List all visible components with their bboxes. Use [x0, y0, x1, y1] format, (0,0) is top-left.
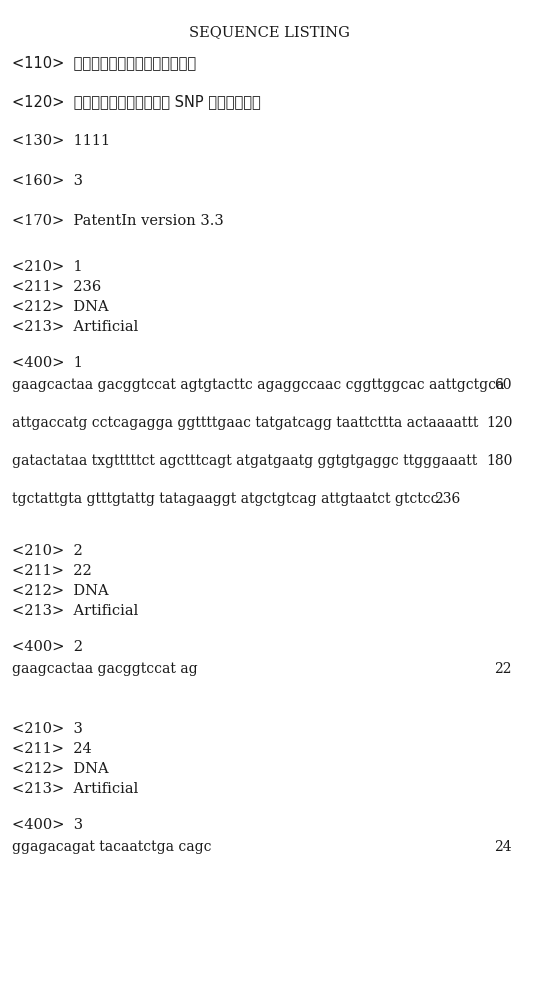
Text: 24: 24	[494, 840, 512, 854]
Text: <130>  1111: <130> 1111	[12, 134, 110, 148]
Text: <120>  一种与橡胶树茎围相关的 SNP 标记及其应用: <120> 一种与橡胶树茎围相关的 SNP 标记及其应用	[12, 94, 261, 109]
Text: 180: 180	[486, 454, 513, 468]
Text: 60: 60	[494, 378, 512, 392]
Text: gaagcactaa gacggtccat agtgtacttc agaggccaac cggttggcac aattgctgca: gaagcactaa gacggtccat agtgtacttc agaggcc…	[12, 378, 505, 392]
Text: tgctattgta gtttgtattg tatagaaggt atgctgtcag attgtaatct gtctcc: tgctattgta gtttgtattg tatagaaggt atgctgt…	[12, 492, 439, 506]
Text: 22: 22	[494, 662, 512, 676]
Text: <400>  3: <400> 3	[12, 818, 83, 832]
Text: <211>  24: <211> 24	[12, 742, 92, 756]
Text: attgaccatg cctcagagga ggttttgaac tatgatcagg taattcttta actaaaattt: attgaccatg cctcagagga ggttttgaac tatgatc…	[12, 416, 479, 430]
Text: 236: 236	[434, 492, 460, 506]
Text: SEQUENCE LISTING: SEQUENCE LISTING	[189, 25, 350, 39]
Text: <211>  22: <211> 22	[12, 564, 92, 578]
Text: <213>  Artificial: <213> Artificial	[12, 320, 138, 334]
Text: gatactataa txgtttttct agctttcagt atgatgaatg ggtgtgaggc ttgggaaatt: gatactataa txgtttttct agctttcagt atgatga…	[12, 454, 477, 468]
Text: <210>  1: <210> 1	[12, 260, 82, 274]
Text: gaagcactaa gacggtccat ag: gaagcactaa gacggtccat ag	[12, 662, 198, 676]
Text: <213>  Artificial: <213> Artificial	[12, 782, 138, 796]
Text: <110>  中国热带农业科学院橡胶研究所: <110> 中国热带农业科学院橡胶研究所	[12, 55, 196, 70]
Text: <212>  DNA: <212> DNA	[12, 762, 109, 776]
Text: <210>  2: <210> 2	[12, 544, 83, 558]
Text: <400>  1: <400> 1	[12, 356, 83, 370]
Text: <211>  236: <211> 236	[12, 280, 101, 294]
Text: <212>  DNA: <212> DNA	[12, 300, 109, 314]
Text: <210>  3: <210> 3	[12, 722, 83, 736]
Text: ggagacagat tacaatctga cagc: ggagacagat tacaatctga cagc	[12, 840, 211, 854]
Text: <212>  DNA: <212> DNA	[12, 584, 109, 598]
Text: 120: 120	[486, 416, 513, 430]
Text: <400>  2: <400> 2	[12, 640, 83, 654]
Text: <160>  3: <160> 3	[12, 174, 83, 188]
Text: <213>  Artificial: <213> Artificial	[12, 604, 138, 618]
Text: <170>  PatentIn version 3.3: <170> PatentIn version 3.3	[12, 214, 224, 228]
